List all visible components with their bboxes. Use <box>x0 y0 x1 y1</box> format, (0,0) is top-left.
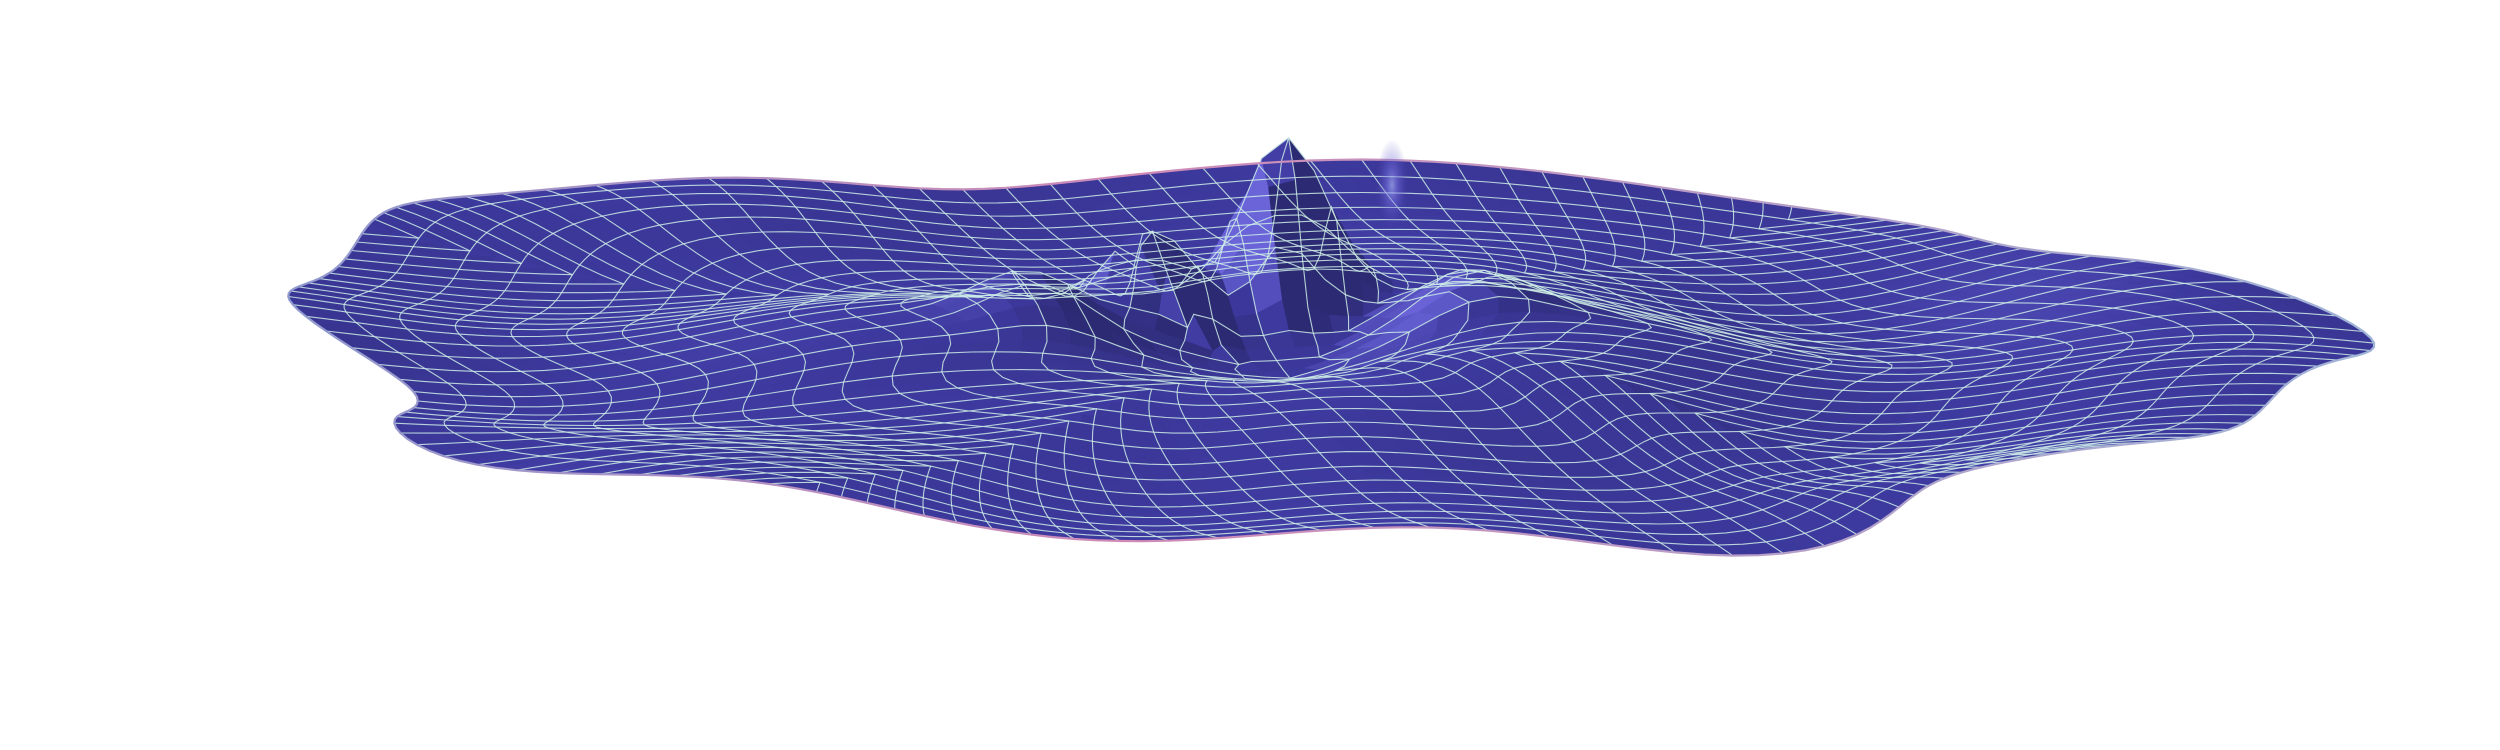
surface-facet <box>591 283 625 289</box>
surface-facet <box>2221 334 2255 340</box>
surface-facet <box>991 351 1020 362</box>
surface-facet <box>1021 325 1048 342</box>
surface-facet <box>947 342 976 354</box>
surface-facet <box>561 287 594 294</box>
surface-facet <box>994 340 1024 353</box>
surface-facet <box>970 341 1000 353</box>
surface-facet <box>555 296 588 302</box>
surface-facet <box>966 351 996 362</box>
surface-facet <box>1856 401 1892 409</box>
surface-facet <box>513 401 540 408</box>
surface-facet <box>1850 407 1888 415</box>
surface-facet <box>2220 329 2255 336</box>
surface-facet <box>510 396 539 403</box>
surface-facet <box>566 278 599 285</box>
surface-facet <box>1329 314 1349 333</box>
surface-facet <box>966 360 994 371</box>
surface-facet <box>511 336 543 342</box>
surface-facet <box>558 292 591 298</box>
surface-facet <box>512 406 540 412</box>
surface-facet <box>532 410 562 416</box>
surface-facet <box>991 360 1021 371</box>
surface-facet <box>1018 340 1048 354</box>
surface-facet <box>1015 351 1044 363</box>
